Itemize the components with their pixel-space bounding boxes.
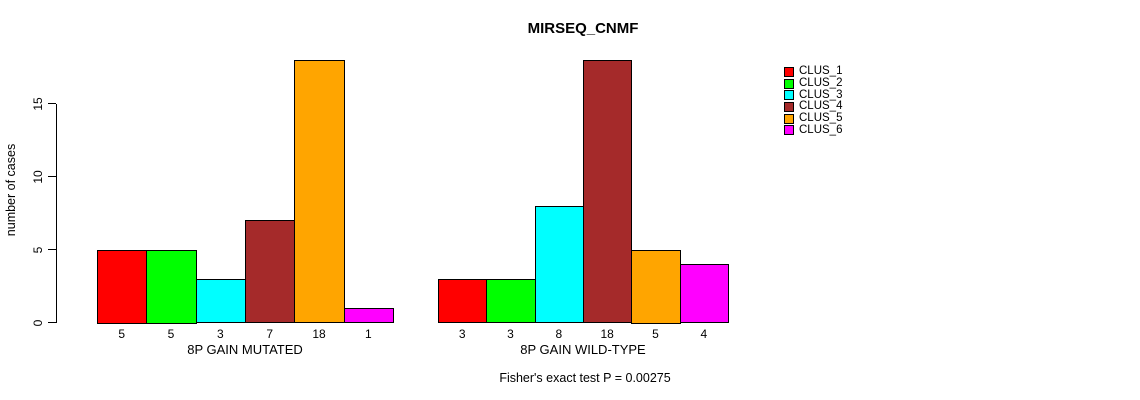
y-axis-tick [48, 249, 56, 250]
bar-clus_3 [195, 278, 246, 324]
bar-clus_6 [679, 264, 729, 324]
bar-value-label: 18 [312, 327, 326, 341]
legend-item-clus_1: CLUS_1 [784, 66, 842, 78]
bar-clus_3 [534, 205, 584, 324]
x-axis-title: 8P GAIN MUTATED [187, 342, 303, 357]
fisher-test-annotation: Fisher's exact test P = 0.00275 [499, 371, 671, 385]
bar-value-label: 3 [216, 327, 224, 341]
bar-value-label: 5 [652, 327, 659, 341]
bar-clus_2 [486, 278, 536, 324]
legend-swatch-clus_1 [784, 66, 794, 77]
bar-clus_1 [438, 278, 488, 324]
bar-clus_4 [583, 59, 633, 324]
y-axis-tick [48, 103, 56, 104]
bar-value-label: 5 [167, 327, 175, 341]
y-axis-tick-label: 10 [31, 169, 45, 184]
bar-value-label: 4 [700, 327, 708, 341]
legend-item-clus_3: CLUS_3 [784, 89, 842, 101]
y-axis-tick [48, 176, 56, 177]
legend-item-clus_5: CLUS_5 [784, 112, 843, 125]
plot-title: MIRSEQ_CNMF [527, 20, 639, 37]
bar-value-label: 7 [266, 327, 273, 341]
legend-swatch-clus_6 [784, 125, 794, 136]
legend-label: CLUS_2 [799, 77, 843, 90]
bar-value-label: 5 [118, 327, 125, 341]
legend-swatch-clus_5 [784, 113, 794, 124]
legend-item-clus_4: CLUS_4 [784, 101, 842, 113]
legend-swatch-clus_3 [784, 90, 794, 101]
legend-label: CLUS_1 [799, 65, 843, 78]
legend-label: CLUS_3 [799, 88, 843, 101]
y-axis-tick [48, 322, 56, 323]
bar-value-label: 8 [555, 327, 563, 341]
y-axis-tick-label: 15 [31, 96, 45, 111]
bar-clus_6 [343, 307, 394, 324]
legend-label: CLUS_5 [799, 112, 843, 125]
y-axis-tick-label: 5 [31, 246, 45, 253]
legend-label: CLUS_6 [799, 123, 843, 136]
bar-value-label: 18 [600, 327, 614, 341]
bar-clus_2 [146, 249, 197, 324]
bar-clus_5 [294, 59, 345, 324]
legend-item-clus_2: CLUS_2 [784, 77, 843, 90]
legend-swatch-clus_4 [784, 101, 794, 112]
bar-clus_5 [631, 249, 681, 324]
y-axis-label: number of cases [4, 143, 18, 237]
bar-value-label: 3 [458, 327, 466, 341]
bar-value-label: 1 [364, 327, 372, 341]
legend-swatch-clus_2 [784, 78, 794, 89]
bar-clus_4 [245, 220, 296, 324]
legend-label: CLUS_4 [799, 100, 843, 113]
x-axis-title: 8P GAIN WILD-TYPE [520, 342, 646, 357]
bar-value-label: 3 [507, 327, 514, 341]
legend-item-clus_6: CLUS_6 [784, 124, 842, 136]
y-axis-tick-label: 0 [31, 319, 45, 326]
bar-clus_1 [97, 249, 148, 324]
y-axis-line [56, 104, 57, 323]
legend: CLUS_1 CLUS_2 CLUS_3 CLUS_4 CLUS_5 CLUS_6 [784, 66, 842, 136]
